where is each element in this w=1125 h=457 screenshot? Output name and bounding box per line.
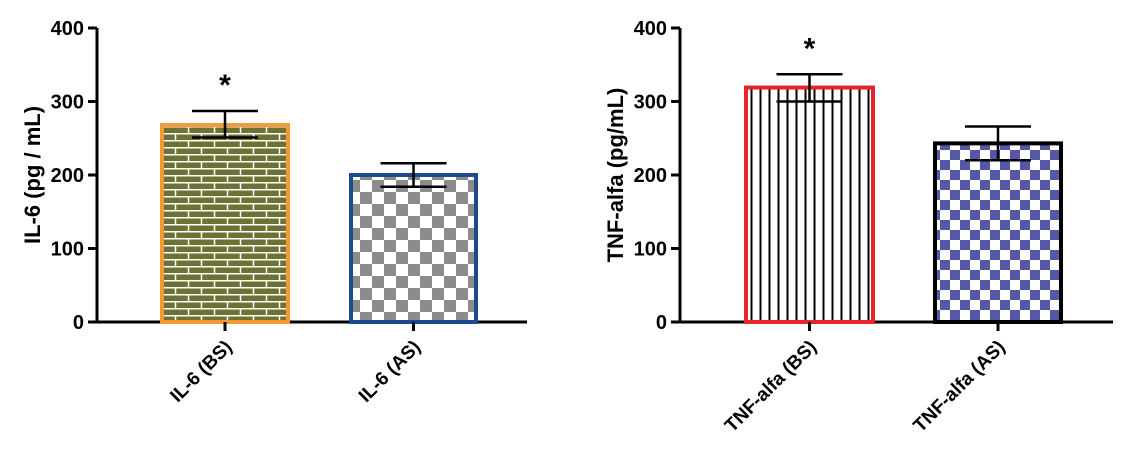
il6-chart-panel: 0 100 200 300 400 IL-6 (pg / mL) * IL-6 (BS) IL-… [20,18,527,407]
y-tick-label: 0 [73,312,84,334]
bar [349,173,478,324]
bar [160,123,290,324]
y-tick-label: 100 [51,239,84,261]
y-tick-label: 400 [51,18,84,40]
bar [933,141,1063,324]
y-tick-label: 400 [634,18,667,40]
tnf-alfa-chart-panel: 0 100 200 300 400 TNF-alfa (pg/mL) * TNF-alfa (… [603,18,1113,437]
significance-marker: * [804,32,816,65]
x-tick-label: IL-6 (AS) [355,337,425,407]
x-tick-label: TNF-alfa (BS) [721,337,821,437]
y-tick-label: 300 [634,92,667,114]
bar [744,85,875,324]
x-tick-label: IL-6 (BS) [166,337,236,407]
y-axis-label: TNF-alfa (pg/mL) [603,88,628,263]
y-axis-label: IL-6 (pg / mL) [20,106,45,244]
y-tick-label: 200 [634,165,667,187]
y-tick-label: 300 [51,92,84,114]
y-tick-label: 200 [51,165,84,187]
significance-marker: * [219,69,231,102]
y-tick-label: 100 [634,239,667,261]
x-tick-label: TNF-alfa (AS) [910,337,1010,437]
y-tick-label: 0 [656,312,667,334]
